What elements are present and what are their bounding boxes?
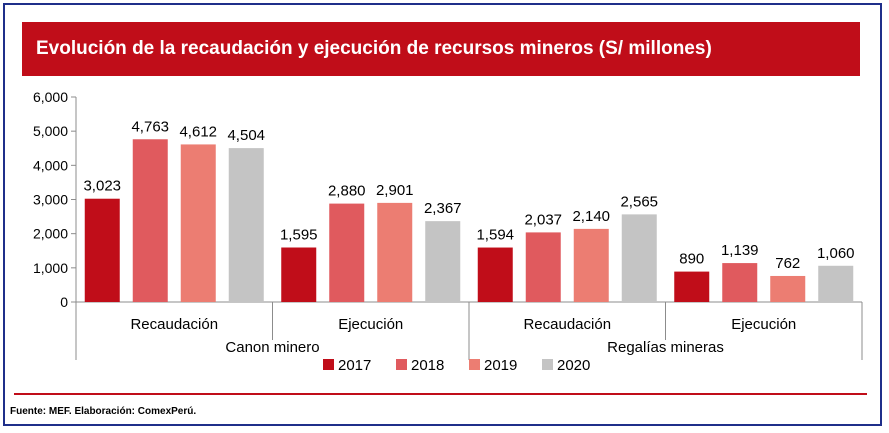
chart-data-labels: 3,023 1,595 1,594 890 4,763 2,880 2,037 1,139 4,… [83,118,854,272]
y-tick-label: 4,000 [33,157,68,173]
bar-2017 [477,247,513,302]
y-tick-label: 2,000 [33,226,68,242]
legend-label: 2018 [411,357,444,374]
chart-title: Evolución de la recaudación y ejecución … [22,22,860,76]
chart-legend: 2017 2018 2019 2020 [323,357,590,374]
x-category-label: Recaudación [130,316,218,333]
chart-axes: 0 1,000 2,000 3,000 4,000 5,000 6,000 Recaudaci… [33,89,863,360]
data-label: 1,139 [721,242,759,259]
source-note: Fuente: MEF. Elaboración: ComexPerú. [10,406,197,417]
legend-swatch-2018 [396,359,407,370]
bar-2017 [674,271,710,302]
x-group-label: Canon minero [225,339,319,356]
x-group-label: Regalías mineras [607,339,724,356]
data-label: 890 [679,251,704,268]
bar-2020 [818,265,854,302]
y-tick-label: 0 [60,294,68,310]
data-label: 1,594 [476,227,514,244]
data-label: 4,612 [179,123,217,140]
legend-swatch-2017 [323,359,334,370]
bar-2018 [722,263,758,302]
x-category-label: Ejecución [338,316,403,333]
data-label: 1,060 [817,245,855,262]
data-label: 4,504 [227,127,265,144]
bar-2019 [377,202,413,302]
bar-2018 [132,139,168,302]
bar-2020 [425,221,461,302]
legend-label: 2017 [338,357,371,374]
bar-2018 [329,203,365,302]
y-tick-label: 1,000 [33,260,68,276]
legend-swatch-2019 [469,359,480,370]
data-label: 2,880 [328,183,366,200]
bar-2019 [770,275,806,302]
bar-2017 [84,198,120,302]
bar-2019 [180,144,216,302]
x-category-label: Ejecución [731,316,796,333]
data-label: 762 [775,255,800,272]
bar-2017 [281,247,317,302]
data-label: 2,037 [524,211,562,228]
bar-2018 [525,232,561,302]
y-tick-label: 3,000 [33,192,68,208]
data-label: 4,763 [131,118,169,135]
legend-label: 2020 [557,357,590,374]
bottom-divider [14,393,867,395]
chart-bars [84,139,854,302]
data-label: 3,023 [83,178,121,195]
bar-2019 [573,228,609,302]
y-tick-label: 6,000 [33,89,68,105]
data-label: 2,140 [572,208,610,225]
y-tick-label: 5,000 [33,123,68,139]
data-label: 1,595 [280,227,318,244]
legend-label: 2019 [484,357,517,374]
data-label: 2,367 [424,200,462,217]
x-category-label: Recaudación [523,316,611,333]
data-label: 2,901 [376,182,414,199]
data-label: 2,565 [620,193,658,210]
legend-swatch-2020 [542,359,553,370]
bar-2020 [228,148,264,302]
bar-2020 [621,214,657,302]
